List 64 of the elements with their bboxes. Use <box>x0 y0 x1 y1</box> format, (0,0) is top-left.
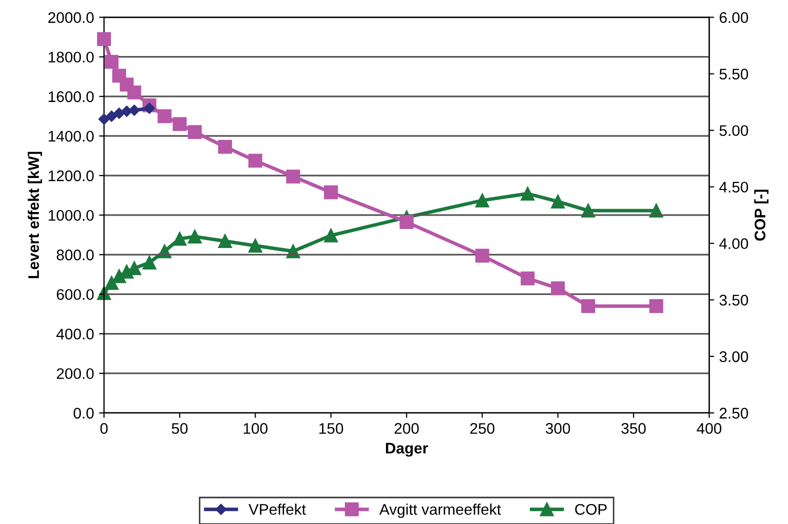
point <box>104 276 119 290</box>
x-tick-label: 150 <box>319 423 344 434</box>
y-axis-title: Levert effekt [kW] <box>28 152 42 278</box>
point <box>248 154 262 168</box>
y2-tick-label: 5.00 <box>720 125 748 136</box>
y-tick-label: 1200.0 <box>48 170 94 182</box>
y-tick-label: 600.0 <box>56 289 94 300</box>
point <box>188 230 202 244</box>
point <box>550 281 565 296</box>
y-tick-label: 1800.0 <box>48 52 94 63</box>
point <box>550 194 565 208</box>
y-tick-label: 800.0 <box>56 250 94 260</box>
y-tick-label: 1400.0 <box>48 130 94 142</box>
y2-tick-label: 3.50 <box>720 294 748 306</box>
y2-tick-label: 5.50 <box>720 68 748 80</box>
point <box>520 186 535 201</box>
point <box>581 299 596 314</box>
point <box>144 102 156 114</box>
point <box>649 299 664 314</box>
x-tick-label: 350 <box>621 423 646 434</box>
point <box>128 104 140 116</box>
x-tick-label: 250 <box>470 423 494 434</box>
point <box>98 114 110 125</box>
point <box>218 234 232 248</box>
legend-label: Avgitt varmeeffekt <box>379 504 501 518</box>
point <box>324 185 338 200</box>
legend-label: COP <box>575 504 607 515</box>
y2-tick-label: 4.00 <box>719 238 748 250</box>
point <box>142 256 156 270</box>
y2-tick-label: 4.50 <box>719 182 748 193</box>
point <box>106 110 118 122</box>
y-tick-label: 2000.0 <box>48 12 94 23</box>
x-axis-title: Dager <box>386 442 428 457</box>
point <box>172 117 187 132</box>
y-tick-label: 1600.0 <box>48 91 94 102</box>
legend-label: VPeffekt <box>248 504 306 515</box>
point <box>158 109 172 124</box>
point <box>248 238 262 253</box>
point <box>324 228 338 242</box>
point <box>172 232 187 246</box>
y-tick-label: 0.0 <box>74 408 94 419</box>
point <box>127 86 142 100</box>
y-tick-label: 1000.0 <box>48 210 94 221</box>
x-tick-label: 50 <box>172 423 188 434</box>
y2-tick-label: 3.00 <box>720 351 748 362</box>
x-tick-label: 0 <box>100 423 108 434</box>
point <box>520 271 535 286</box>
x-tick-label: 300 <box>546 423 570 434</box>
point <box>286 170 300 184</box>
point <box>97 32 111 46</box>
point <box>114 108 125 119</box>
point <box>475 248 490 263</box>
y2-axis-title: COP [-] <box>754 190 768 241</box>
y2-tick-label: 6.00 <box>720 12 748 23</box>
y-tick-label: 400.0 <box>56 328 94 340</box>
x-tick-label: 400 <box>696 423 722 434</box>
point <box>218 140 232 154</box>
y-tick-label: 200.0 <box>56 368 94 380</box>
point <box>188 125 202 139</box>
x-tick-label: 100 <box>244 423 268 434</box>
x-tick-label: 200 <box>394 423 419 434</box>
point <box>475 193 490 208</box>
y2-tick-label: 2.50 <box>720 408 748 419</box>
point <box>104 54 119 69</box>
